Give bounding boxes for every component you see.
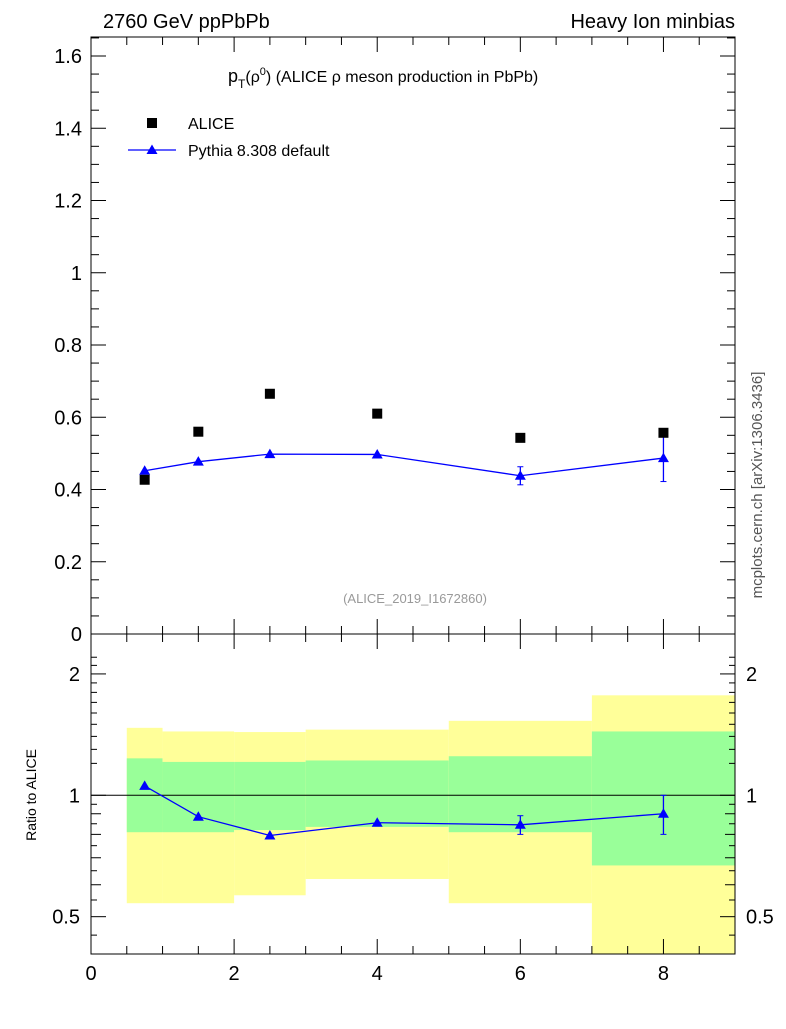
ratio-ytick-label: 1 (69, 785, 80, 807)
title-rho-open: (ρ (245, 69, 259, 86)
side-label: mcplots.cern.ch [arXiv:1306.3436] (749, 372, 766, 599)
data-point (515, 432, 526, 443)
legend-mc-marker (146, 144, 158, 154)
ratio-ylabel: Ratio to ALICE (23, 749, 39, 841)
main-ytick-label: 1.6 (54, 46, 82, 68)
mc-point (657, 452, 669, 463)
data-point (264, 388, 275, 399)
main-ytick-label: 0 (71, 624, 82, 646)
data-point (658, 427, 669, 438)
data-point (193, 426, 204, 437)
ratio-ytick-label: 2 (69, 664, 80, 686)
ratio-ytick-label-right: 0.5 (746, 907, 774, 929)
ratio-point (139, 780, 151, 790)
main-ytick-label: 0.2 (54, 552, 82, 574)
main-title: pT(ρ0) (ALICE ρ meson production in PbPb… (228, 66, 538, 91)
mc-point (264, 448, 276, 459)
ratio-ytick-label: 0.5 (52, 907, 80, 929)
axes: 0 2 4 6 8 0 0.2 0.4 0.6 0.8 1 1.2 1.4 1.6 0.5 0.5 1 1 2 2 (52, 36, 774, 985)
main-ytick-label: 1.2 (54, 191, 82, 213)
ratio-xtick-label: 2 (229, 963, 240, 985)
ratio-band-inner (305, 760, 449, 827)
ratio-ytick-label-right: 2 (746, 664, 757, 686)
ratio-band-inner (234, 761, 306, 831)
header-left: 2760 GeV ppPbPb (103, 11, 270, 33)
title-p: p (228, 66, 238, 86)
legend-data-marker (147, 118, 157, 128)
header-right: Heavy Ion minbias (570, 11, 735, 33)
mc-point (139, 465, 151, 475)
main-ytick-label: 0.8 (54, 335, 82, 357)
main-ytick-label: 0.6 (54, 407, 82, 429)
ratio-xtick-label: 0 (85, 963, 96, 985)
ratio-xtick-label: 8 (658, 963, 669, 985)
ratio-xtick-label: 6 (515, 963, 526, 985)
ratio-point (371, 817, 383, 827)
ratio-bands (126, 695, 735, 954)
mc-point (371, 448, 383, 459)
title-rest: ) (ALICE ρ meson production in PbPb) (266, 69, 538, 86)
mc-point (192, 456, 204, 466)
ratio-point (657, 808, 669, 818)
data-point (372, 408, 383, 419)
ratio-point (192, 811, 204, 821)
ratio-point (264, 829, 276, 840)
ratio-line (144, 785, 664, 837)
main-ytick-label: 0.4 (54, 480, 82, 502)
title-sup: 0 (260, 66, 266, 78)
mc-line (144, 453, 664, 477)
title-sub: T (238, 77, 246, 91)
ratio-xtick-label: 4 (372, 963, 383, 985)
legend-mc-label: Pythia 8.308 default (188, 143, 330, 160)
main-ytick-label: 1.4 (54, 118, 82, 140)
ratio-ytick-label-right: 1 (746, 785, 757, 807)
analysis-watermark: (ALICE_2019_I1672860) (343, 591, 487, 606)
mc-point (514, 470, 526, 480)
marks (91, 388, 735, 840)
data-point (139, 474, 150, 485)
ratio-band-inner (162, 761, 235, 833)
main-ytick-label: 1 (71, 263, 82, 285)
legend-data-label: ALICE (188, 116, 234, 133)
ratio-point (514, 819, 526, 829)
